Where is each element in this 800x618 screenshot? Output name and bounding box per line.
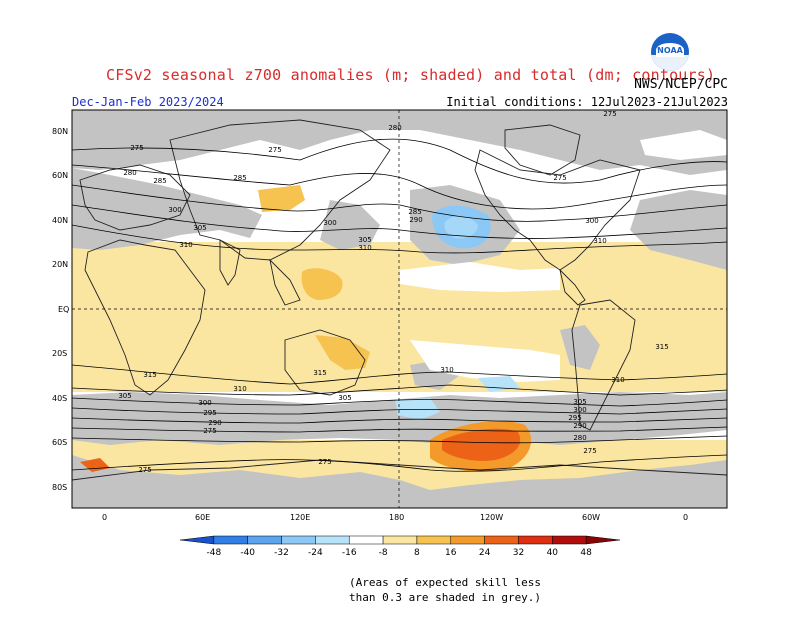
lat-label: 60S bbox=[52, 438, 68, 447]
forecast-period: Dec-Jan-Feb 2023/2024 bbox=[72, 95, 224, 109]
contour-label: 305 bbox=[118, 392, 131, 400]
contour-label: 315 bbox=[143, 371, 156, 379]
lon-label: 180 bbox=[389, 513, 405, 522]
lon-label: 0 bbox=[102, 513, 108, 522]
lat-label: EQ bbox=[58, 305, 70, 314]
lat-label: 40S bbox=[52, 394, 68, 403]
colorbar-swatch bbox=[382, 535, 418, 545]
colorbar-tick-label: 16 bbox=[445, 548, 457, 558]
colorbar-swatch bbox=[348, 535, 384, 545]
colorbar-swatch bbox=[179, 535, 215, 545]
lat-label: 20S bbox=[52, 349, 68, 358]
contour-label: 310 bbox=[233, 385, 246, 393]
colorbar-swatch bbox=[213, 535, 248, 545]
colorbar-tick-label: -48 bbox=[206, 548, 221, 558]
contour-label: 285 bbox=[408, 208, 421, 216]
contour-label: 275 bbox=[553, 174, 566, 182]
lat-label: 80S bbox=[52, 483, 68, 492]
lat-label: 60N bbox=[52, 171, 69, 180]
lon-label: 60W bbox=[582, 513, 601, 522]
contour-label: 285 bbox=[233, 174, 246, 182]
contour-label: 305 bbox=[573, 398, 586, 406]
contour-label: 310 bbox=[593, 237, 606, 245]
contour-label: 305 bbox=[358, 236, 371, 244]
contour-label: 310 bbox=[179, 241, 192, 249]
colorbar-swatch bbox=[450, 535, 485, 545]
map-frame bbox=[71, 109, 728, 509]
lon-label: 0 bbox=[683, 513, 689, 522]
contour-label: 295 bbox=[568, 414, 581, 422]
contour-label: 280 bbox=[573, 434, 586, 442]
contour-label: 300 bbox=[168, 206, 181, 214]
contour-label: 290 bbox=[208, 419, 221, 427]
colorbar-swatch bbox=[484, 535, 519, 545]
contour-label: 275 bbox=[268, 146, 281, 154]
contour-label: 300 bbox=[323, 219, 336, 227]
lat-label: 20N bbox=[52, 260, 69, 269]
colorbar: -48 -40 -32 -24 -16 -8 8 16 24 32 40 48 bbox=[179, 535, 621, 558]
contour-label: 305 bbox=[338, 394, 351, 402]
noaa-logo-text: NOAA bbox=[657, 46, 683, 55]
contour-label: 280 bbox=[388, 124, 401, 132]
colorbar-tick-label: 40 bbox=[547, 548, 559, 558]
contour-label: 290 bbox=[573, 422, 586, 430]
contour-label: 275 bbox=[583, 447, 596, 455]
contour-label: 315 bbox=[655, 343, 668, 351]
contour-label: 275 bbox=[130, 144, 143, 152]
colorbar-tick-label: 32 bbox=[513, 548, 524, 558]
lon-label: 120E bbox=[290, 513, 311, 522]
positive-anomaly-west-pacific bbox=[301, 268, 343, 300]
contour-label: 300 bbox=[198, 399, 211, 407]
map-panel bbox=[72, 110, 727, 508]
skill-note-line2: than 0.3 are shaded in grey.) bbox=[349, 591, 542, 604]
contour-label: 305 bbox=[193, 224, 206, 232]
contour-label: 275 bbox=[603, 110, 616, 118]
chart-title: CFSv2 seasonal z700 anomalies (m; shaded… bbox=[106, 66, 716, 84]
contour-label: 275 bbox=[138, 466, 151, 474]
colorbar-tick-label: 24 bbox=[479, 548, 491, 558]
colorbar-swatch bbox=[518, 535, 553, 545]
colorbar-swatch bbox=[552, 535, 587, 545]
initial-conditions: Initial conditions: 12Jul2023-21Jul2023 bbox=[446, 95, 728, 109]
colorbar-tick-label: -16 bbox=[342, 548, 357, 558]
colorbar-tick-label: -24 bbox=[308, 548, 323, 558]
colorbar-tick-label: -8 bbox=[379, 548, 388, 558]
contour-label: 310 bbox=[358, 244, 371, 252]
contour-label: 300 bbox=[585, 217, 598, 225]
noaa-logo: NOAA bbox=[651, 33, 689, 71]
contour-label: 300 bbox=[573, 406, 586, 414]
contour-label: 315 bbox=[313, 369, 326, 377]
lon-label: 120W bbox=[480, 513, 504, 522]
contour-label: 290 bbox=[409, 216, 422, 224]
contours bbox=[72, 138, 727, 472]
colorbar-tick-label: -32 bbox=[274, 548, 289, 558]
lat-label: 40N bbox=[52, 216, 69, 225]
lat-label: 80N bbox=[52, 127, 69, 136]
colorbar-swatch bbox=[315, 535, 350, 545]
contour-label: 295 bbox=[203, 409, 216, 417]
colorbar-swatch bbox=[247, 535, 282, 545]
contour-label: 310 bbox=[611, 376, 624, 384]
colorbar-swatch bbox=[416, 535, 452, 545]
colorbar-tick-label: 8 bbox=[414, 548, 420, 558]
colorbar-swatch bbox=[281, 535, 316, 545]
colorbar-tick-label: 48 bbox=[580, 548, 592, 558]
skill-note-line1: (Areas of expected skill less bbox=[349, 576, 542, 589]
agency-label: NWS/NCEP/CPC bbox=[634, 77, 728, 92]
colorbar-tick-label: -40 bbox=[240, 548, 255, 558]
contour-label: 310 bbox=[440, 366, 453, 374]
colorbar-swatch bbox=[585, 535, 621, 545]
contour-label: 280 bbox=[123, 169, 136, 177]
lon-label: 60E bbox=[195, 513, 211, 522]
contour-label: 285 bbox=[153, 177, 166, 185]
contour-label: 275 bbox=[318, 458, 331, 466]
contour-label: 275 bbox=[203, 427, 216, 435]
